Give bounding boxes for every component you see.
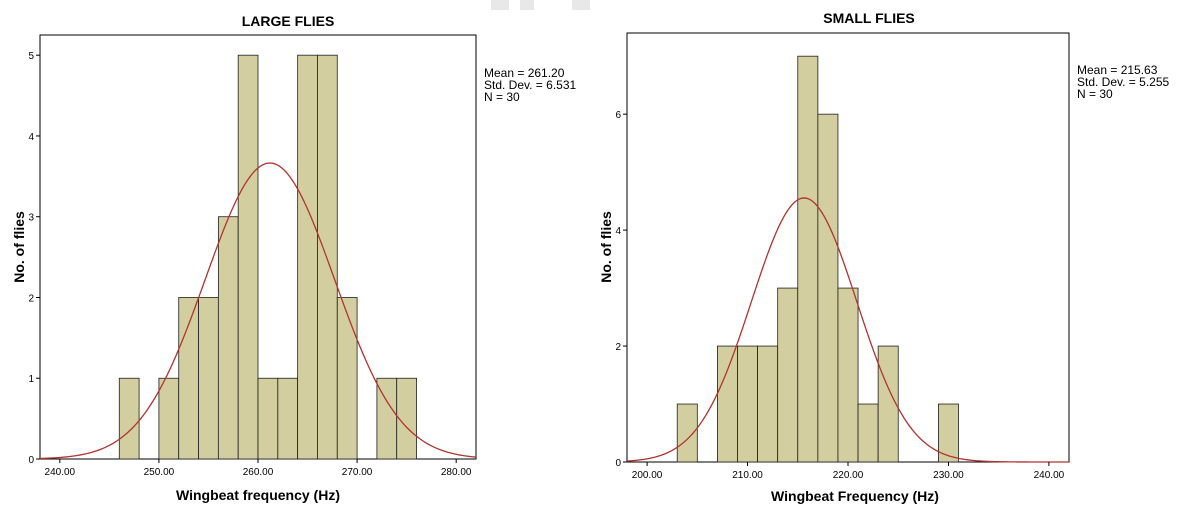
histogram-bar <box>178 297 199 460</box>
stat-n: N = 30 <box>1077 87 1113 101</box>
stat-std-dev: Std. Dev. = 6.531 <box>484 78 576 92</box>
stats-box: Mean = 261.20 Std. Dev. = 6.531 N = 30 <box>484 66 576 104</box>
x-axis-title: Wingbeat Frequency (Hz) <box>771 488 939 504</box>
histogram-bar <box>158 377 180 460</box>
histogram-bar <box>257 377 279 460</box>
histogram-bar <box>857 403 879 463</box>
histogram-bar <box>676 403 698 463</box>
y-axis-ticks: 0 1 2 3 4 5 <box>28 51 40 466</box>
stats-box: Mean = 215.63 Std. Dev. = 5.255 N = 30 <box>1077 63 1169 101</box>
histogram-bar <box>118 377 140 460</box>
x-tick-label: 210.00 <box>732 470 763 481</box>
x-tick-label: 260.00 <box>243 467 274 478</box>
histogram-bar <box>237 54 259 460</box>
x-axis-title: Wingbeat frequency (Hz) <box>176 487 340 503</box>
y-tick-label: 5 <box>28 51 34 62</box>
histogram-bar <box>297 54 318 460</box>
y-tick-label: 0 <box>615 458 621 469</box>
x-tick-label: 270.00 <box>342 467 373 478</box>
y-tick-label: 0 <box>28 455 34 466</box>
small-flies-histogram: SMALL FLIES 200.00 210.00 220.00 230.00 240.… <box>598 10 1169 504</box>
y-tick-label: 1 <box>28 374 34 385</box>
x-tick-label: 220.00 <box>833 470 864 481</box>
histogram-bar <box>757 345 779 463</box>
top-strip-decoration <box>572 0 590 10</box>
x-tick-label: 250.00 <box>144 467 175 478</box>
y-axis-ticks: 0 2 4 6 <box>615 110 627 469</box>
histogram-bar <box>717 345 738 463</box>
histogram-bar <box>317 54 338 460</box>
top-strip-decoration <box>520 0 534 10</box>
stat-std-dev: Std. Dev. = 5.255 <box>1077 75 1169 89</box>
histogram-bar <box>737 345 758 463</box>
y-tick-label: 6 <box>615 110 621 121</box>
x-tick-label: 240.00 <box>45 467 76 478</box>
x-tick-label: 200.00 <box>632 470 663 481</box>
histogram-bar <box>336 297 358 460</box>
histogram-bar <box>837 287 859 463</box>
histogram-bar <box>817 113 839 463</box>
stat-n: N = 30 <box>484 90 520 104</box>
chart-title: LARGE FLIES <box>242 13 335 29</box>
y-axis-title: No. of flies <box>11 211 27 283</box>
histogram-bar <box>277 377 299 460</box>
chart-title: SMALL FLIES <box>823 10 915 26</box>
top-strip-decoration <box>491 0 509 10</box>
x-axis-ticks: 200.00 210.00 220.00 230.00 240.00 <box>632 462 1065 481</box>
normal-curve <box>39 162 477 460</box>
x-tick-label: 230.00 <box>933 470 964 481</box>
histogram-bar <box>198 297 219 460</box>
y-tick-label: 4 <box>28 132 34 143</box>
bars <box>118 54 417 460</box>
x-tick-label: 240.00 <box>1034 470 1065 481</box>
stat-mean: Mean = 215.63 <box>1077 63 1158 77</box>
stat-mean: Mean = 261.20 <box>484 66 565 80</box>
histogram-bar <box>217 216 239 460</box>
normal-curve <box>626 197 1069 463</box>
x-tick-label: 280.00 <box>441 467 472 478</box>
y-tick-label: 2 <box>28 293 34 304</box>
histogram-bar <box>396 377 417 460</box>
large-flies-histogram: LARGE FLIES 240.00 250.00 260.00 270.00 280.… <box>11 13 576 503</box>
x-axis-ticks: 240.00 250.00 260.00 270.00 280.00 <box>45 459 472 478</box>
y-tick-label: 2 <box>615 342 621 353</box>
y-tick-label: 4 <box>615 226 621 237</box>
histogram-bar <box>877 345 899 463</box>
histogram-bar <box>777 287 799 463</box>
y-axis-title: No. of flies <box>598 211 614 283</box>
y-tick-label: 3 <box>28 213 34 224</box>
bars <box>676 55 959 463</box>
histogram-bar <box>797 55 819 463</box>
